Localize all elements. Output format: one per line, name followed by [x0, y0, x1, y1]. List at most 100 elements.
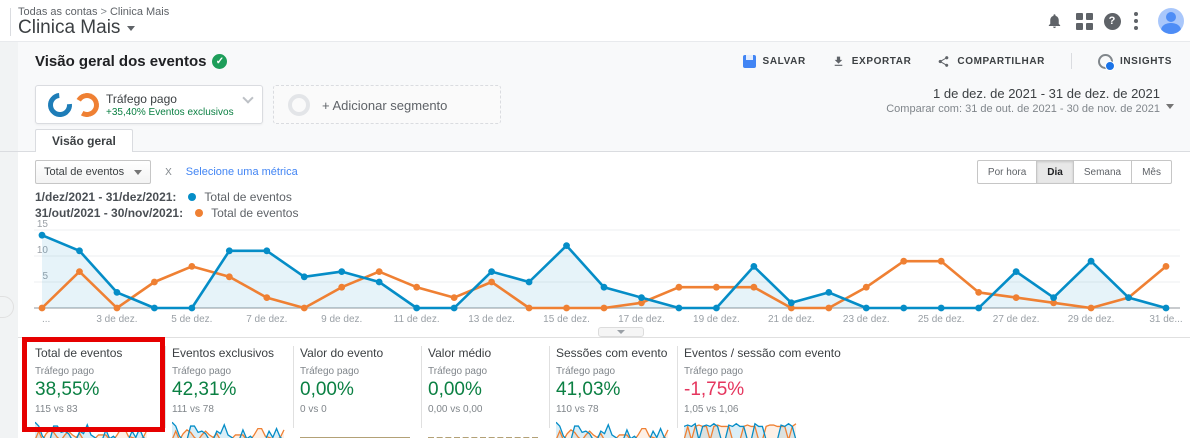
- svg-text:15 de dez.: 15 de dez.: [543, 314, 590, 325]
- breadcrumb: Todas as contas > Clinica Mais: [18, 6, 169, 18]
- svg-text:...: ...: [42, 314, 50, 325]
- card-delta: 38,55%: [35, 379, 100, 400]
- report-title-row: Visão geral dos eventos ✓: [35, 53, 228, 70]
- breadcrumb-separator: >: [100, 6, 107, 18]
- card-delta: 41,03%: [556, 379, 621, 400]
- scorecard-5[interactable]: Sessões com evento Tráfego pago 41,03% 110 …: [555, 346, 676, 438]
- add-segment-chip[interactable]: + Adicionar segmento: [273, 85, 501, 124]
- card-delta: 42,31%: [172, 379, 237, 400]
- tab-visao-geral[interactable]: Visão geral: [35, 129, 133, 152]
- data-quality-check-icon[interactable]: ✓: [212, 54, 228, 69]
- scorecard-3[interactable]: Valor do evento Tráfego pago 0,00% 0 vs 0: [300, 346, 420, 438]
- header-divider: [10, 8, 11, 36]
- scorecard-4[interactable]: Valor médio Tráfego pago 0,00% 0,00 vs 0,00: [428, 346, 548, 438]
- card-sparkline: [171, 419, 292, 438]
- legend-dot-blue-icon: [188, 193, 197, 201]
- svg-text:29 de dez.: 29 de dez.: [1068, 314, 1115, 325]
- left-gutter: [0, 42, 18, 438]
- save-icon: [742, 54, 756, 68]
- share-button[interactable]: COMPARTILHAR: [937, 55, 1045, 68]
- segment-chip-trafego-pago[interactable]: Tráfego pago +35,40% Eventos exclusivos: [35, 85, 263, 124]
- bell-icon: [1048, 14, 1060, 29]
- account-switcher[interactable]: Clinica Mais: [18, 17, 136, 39]
- breadcrumb-all-accounts[interactable]: Todas as contas: [18, 6, 98, 18]
- metric-bar: Total de eventos X Selecione uma métrica: [35, 160, 298, 184]
- granularity-por-hora[interactable]: Por hora: [976, 160, 1038, 184]
- date-range-picker[interactable]: 1 de dez. de 2021 - 31 de dez. de 2021 C…: [886, 86, 1174, 115]
- user-avatar[interactable]: [1158, 8, 1184, 34]
- apps-grid-icon: [1075, 12, 1093, 30]
- svg-text:9 de dez.: 9 de dez.: [321, 314, 362, 325]
- card-divider: [549, 346, 550, 428]
- card-segment: Tráfego pago: [300, 366, 360, 377]
- download-icon: [834, 56, 843, 66]
- notifications-button[interactable]: [1044, 11, 1064, 31]
- card-sparkline: [34, 419, 155, 438]
- add-metric-link[interactable]: Selecione uma métrica: [185, 166, 298, 178]
- tabbar-border: [0, 151, 1190, 152]
- export-button[interactable]: EXPORTAR: [832, 55, 912, 68]
- card-title: Valor médio: [428, 346, 492, 360]
- granularity-semana[interactable]: Semana: [1073, 160, 1133, 184]
- svg-text:5 de dez.: 5 de dez.: [171, 314, 212, 325]
- scorecard-1[interactable]: Total de eventos Tráfego pago 38,55% 115 vs…: [34, 346, 155, 438]
- chevron-down-icon: [127, 25, 136, 31]
- card-divider: [677, 346, 678, 428]
- report-actions: SALVAR EXPORTAR COMPARTILHAR INSIGHTS: [742, 53, 1172, 71]
- granularity-mês[interactable]: Mês: [1132, 160, 1172, 184]
- card-segment: Tráfego pago: [172, 366, 232, 377]
- scorecard-6[interactable]: Eventos / sessão com evento Tráfego pago -…: [683, 346, 842, 438]
- chart-collapse-handle[interactable]: [598, 327, 644, 337]
- actions-divider: [1070, 53, 1072, 69]
- breadcrumb-account[interactable]: Clinica Mais: [109, 6, 170, 18]
- insights-icon: [1097, 53, 1115, 71]
- share-icon: [939, 55, 949, 67]
- card-comparison: 110 vs 78: [556, 404, 599, 415]
- scorecard-2[interactable]: Eventos exclusivos Tráfego pago 42,31% 111 …: [171, 346, 292, 438]
- donut-blue-icon: [43, 88, 77, 122]
- card-comparison: 115 vs 83: [35, 404, 78, 415]
- svg-text:17 de dez.: 17 de dez.: [618, 314, 665, 325]
- date-range-current: 1 de dez. de 2021 - 31 de dez. de 2021: [933, 86, 1160, 101]
- svg-text:5: 5: [42, 271, 48, 282]
- segment-subtitle: +35,40% Eventos exclusivos: [106, 107, 234, 118]
- granularity-switch: Por hora Dia Semana Mês: [976, 160, 1172, 184]
- insights-button[interactable]: INSIGHTS: [1097, 53, 1172, 71]
- svg-text:19 de dez.: 19 de dez.: [693, 314, 740, 325]
- save-button[interactable]: SALVAR: [742, 54, 806, 68]
- help-button[interactable]: ?: [1102, 11, 1122, 31]
- avatar-person-icon: [1166, 12, 1176, 22]
- svg-text:27 de dez.: 27 de dez.: [993, 314, 1040, 325]
- card-delta: -1,75%: [684, 379, 745, 400]
- donut-orange-icon: [72, 90, 102, 120]
- card-title: Total de eventos: [35, 346, 123, 360]
- card-delta: 0,00%: [428, 379, 482, 400]
- card-sparkline: [683, 419, 842, 438]
- svg-text:25 de dez.: 25 de dez.: [918, 314, 965, 325]
- svg-text:23 de dez.: 23 de dez.: [843, 314, 890, 325]
- account-title: Clinica Mais: [18, 17, 121, 38]
- chevron-down-icon[interactable]: [242, 92, 254, 104]
- timeseries-chart[interactable]: 5 10 15... 3 de dez. 5 de dez. 7 de dez. 9 de …: [18, 219, 1190, 325]
- apps-grid-button[interactable]: [1074, 11, 1094, 31]
- card-delta: 0,00%: [300, 379, 354, 400]
- top-header: Todas as contas > Clinica Mais Clinica Mai…: [0, 0, 1190, 42]
- card-comparison: 1,05 vs 1,06: [684, 404, 739, 415]
- svg-text:13 de dez.: 13 de dez.: [468, 314, 515, 325]
- legend-row-current: 1/dez/2021 - 31/dez/2021: Total de event…: [35, 190, 292, 204]
- card-segment: Tráfego pago: [556, 366, 616, 377]
- card-segment: Tráfego pago: [35, 366, 95, 377]
- card-divider: [293, 346, 294, 428]
- metric-select[interactable]: Total de eventos: [35, 160, 152, 184]
- card-divider: [421, 346, 422, 428]
- card-title: Eventos exclusivos: [172, 346, 275, 360]
- svg-text:15: 15: [37, 219, 49, 230]
- page-title: Visão geral dos eventos: [35, 53, 207, 70]
- svg-text:31 de...: 31 de...: [1149, 314, 1182, 325]
- card-comparison: 0,00 vs 0,00: [428, 404, 483, 415]
- card-title: Valor do evento: [300, 346, 384, 360]
- card-divider: [165, 346, 166, 428]
- granularity-dia[interactable]: Dia: [1037, 160, 1074, 184]
- overflow-menu-button[interactable]: [1126, 11, 1146, 31]
